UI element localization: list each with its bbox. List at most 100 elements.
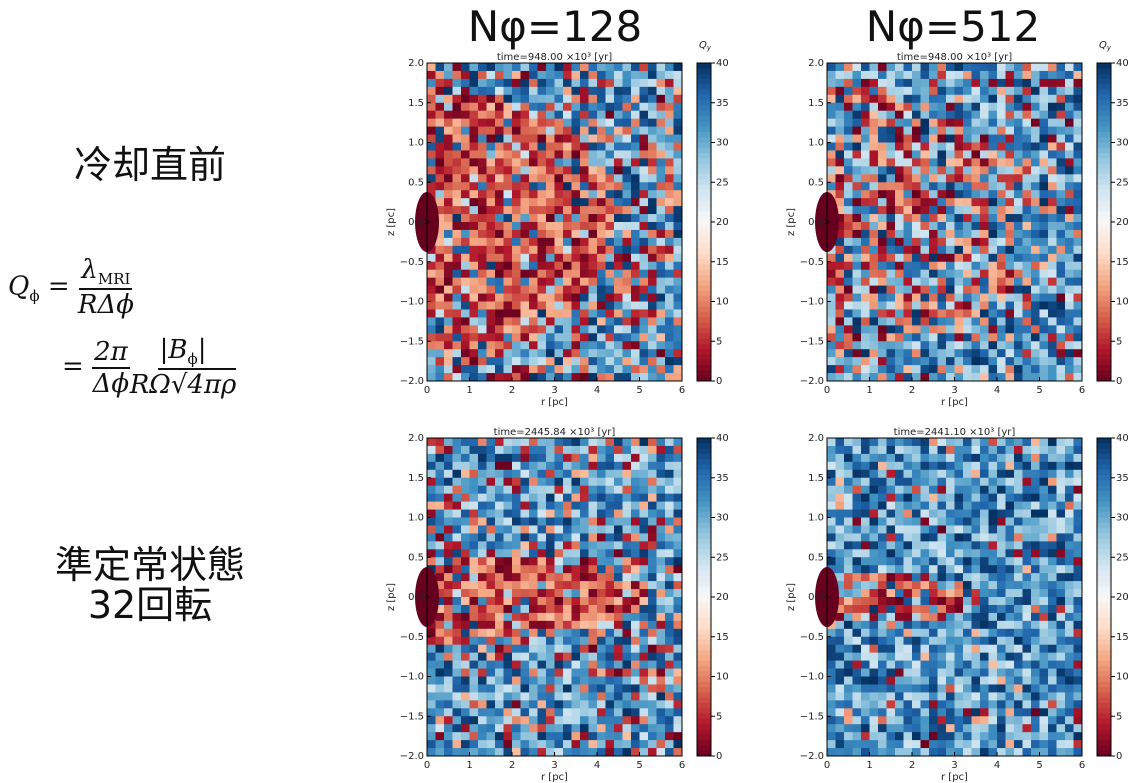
- heatmap-cell: [895, 286, 904, 294]
- heatmap-cell: [665, 573, 674, 581]
- heatmap-cell: [1031, 238, 1040, 246]
- heatmap-cell: [938, 533, 947, 541]
- heatmap-cell: [461, 478, 470, 486]
- heatmap-cell: [946, 478, 955, 486]
- heatmap-cell: [521, 613, 530, 621]
- colorbar-cell: [1097, 259, 1111, 265]
- heatmap-cell: [665, 294, 674, 302]
- heatmap-cell: [470, 127, 479, 135]
- heatmap-cell: [648, 653, 657, 661]
- heatmap-cell: [963, 724, 972, 732]
- heatmap-cell: [572, 637, 581, 645]
- heatmap-cell: [495, 206, 504, 214]
- heatmap-cell: [870, 349, 879, 357]
- heatmap-cell: [589, 478, 598, 486]
- heatmap-cell: [955, 270, 964, 278]
- heatmap-cell: [546, 317, 555, 325]
- heatmap-cell: [887, 716, 896, 724]
- heatmap-cell: [895, 111, 904, 119]
- heatmap-cell: [538, 470, 547, 478]
- heatmap-cell: [640, 317, 649, 325]
- heatmap-cell: [887, 692, 896, 700]
- heatmap-cell: [546, 262, 555, 270]
- heatmap-cell: [555, 708, 564, 716]
- heatmap-cell: [470, 494, 479, 502]
- heatmap-cell: [997, 182, 1006, 190]
- heatmap-cell: [955, 597, 964, 605]
- heatmap-cell: [597, 373, 606, 381]
- heatmap-cell: [989, 302, 998, 310]
- heatmap-cell: [1048, 206, 1057, 214]
- heatmap-cell: [555, 502, 564, 510]
- heatmap-cell: [1074, 222, 1083, 230]
- heatmap-cell: [589, 486, 598, 494]
- heatmap-cell: [521, 637, 530, 645]
- heatmap-cell: [444, 127, 453, 135]
- heatmap-cell: [844, 198, 853, 206]
- heatmap-cell: [563, 716, 572, 724]
- heatmap-cell: [461, 692, 470, 700]
- y-tick-label: −1.5: [400, 711, 424, 722]
- heatmap-cell: [623, 637, 632, 645]
- heatmap-cell: [580, 174, 589, 182]
- heatmap-cell: [648, 740, 657, 748]
- colorbar-tick-label: 20: [1116, 217, 1129, 228]
- heatmap-cell: [1014, 262, 1023, 270]
- heatmap-cell: [1023, 708, 1032, 716]
- heatmap-cell: [521, 716, 530, 724]
- heatmap-cell: [1023, 494, 1032, 502]
- heatmap-cell: [436, 621, 445, 629]
- heatmap-cell: [674, 341, 683, 349]
- heatmap-cell: [989, 700, 998, 708]
- heatmap-cell: [972, 605, 981, 613]
- x-tick-label: 1: [866, 385, 872, 396]
- heatmap-cell: [436, 254, 445, 262]
- heatmap-cell: [487, 166, 496, 174]
- heatmap-cell: [572, 325, 581, 333]
- heatmap-cell: [563, 589, 572, 597]
- colorbar-cell: [1097, 90, 1111, 96]
- heatmap-cell: [512, 190, 521, 198]
- heatmap-cell: [887, 158, 896, 166]
- heatmap-cell: [929, 294, 938, 302]
- heatmap-cell: [836, 677, 845, 685]
- colorbar-cell: [697, 254, 711, 260]
- colorbar-cell: [697, 571, 711, 577]
- heatmap-cell: [529, 150, 538, 158]
- heatmap-cell: [631, 373, 640, 381]
- heatmap-cell: [844, 278, 853, 286]
- heatmap-cell: [929, 190, 938, 198]
- heatmap-cell: [470, 349, 479, 357]
- heatmap-cell: [589, 357, 598, 365]
- heatmap-cell: [972, 198, 981, 206]
- heatmap-cell: [546, 637, 555, 645]
- heatmap-cell: [504, 71, 513, 79]
- heatmap-cell: [972, 518, 981, 526]
- heatmap-cell: [955, 494, 964, 502]
- heatmap-cell: [648, 127, 657, 135]
- heatmap-cell: [631, 206, 640, 214]
- heatmap-cell: [444, 557, 453, 565]
- heatmap-cell: [1074, 119, 1083, 127]
- heatmap-cell: [997, 206, 1006, 214]
- colorbar-cell: [697, 233, 711, 239]
- heatmap-cell: [512, 341, 521, 349]
- heatmap-cell: [606, 166, 615, 174]
- heatmap-cell: [631, 740, 640, 748]
- heatmap-cell: [427, 510, 436, 518]
- heatmap-cell: [853, 79, 862, 87]
- heatmap-cell: [1023, 597, 1032, 605]
- heatmap-cell: [648, 198, 657, 206]
- heatmap-cell: [478, 533, 487, 541]
- heatmap-cell: [861, 246, 870, 254]
- heatmap-cell: [827, 446, 836, 454]
- heatmap-cell: [453, 637, 462, 645]
- heatmap-cell: [1014, 119, 1023, 127]
- heatmap-cell: [921, 143, 930, 151]
- heatmap-cell: [665, 446, 674, 454]
- heatmap-cell: [470, 246, 479, 254]
- heatmap-cell: [665, 518, 674, 526]
- heatmap-cell: [614, 182, 623, 190]
- heatmap-cell: [946, 278, 955, 286]
- heatmap-cell: [853, 716, 862, 724]
